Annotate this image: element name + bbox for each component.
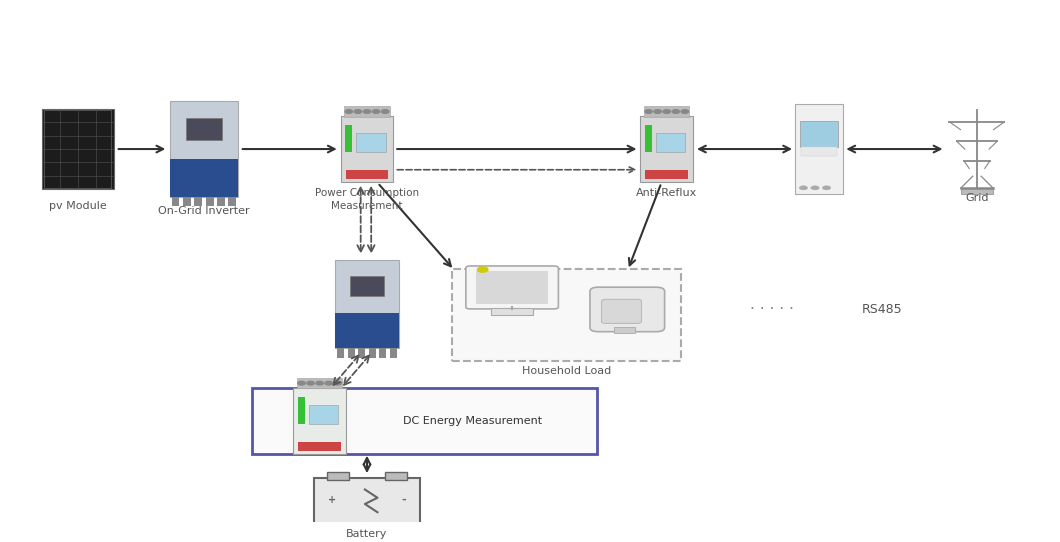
FancyBboxPatch shape bbox=[298, 397, 305, 424]
Circle shape bbox=[644, 109, 652, 113]
FancyBboxPatch shape bbox=[795, 104, 844, 194]
FancyBboxPatch shape bbox=[344, 106, 390, 117]
Text: Grid: Grid bbox=[966, 193, 989, 203]
FancyBboxPatch shape bbox=[252, 388, 597, 454]
FancyBboxPatch shape bbox=[656, 133, 686, 152]
FancyBboxPatch shape bbox=[335, 260, 399, 349]
FancyBboxPatch shape bbox=[42, 109, 113, 189]
Circle shape bbox=[298, 382, 305, 385]
FancyBboxPatch shape bbox=[390, 349, 396, 358]
Text: Household Load: Household Load bbox=[523, 366, 612, 376]
FancyBboxPatch shape bbox=[614, 326, 635, 333]
FancyBboxPatch shape bbox=[348, 349, 355, 358]
FancyBboxPatch shape bbox=[800, 121, 837, 147]
FancyBboxPatch shape bbox=[294, 388, 346, 454]
Text: DC Energy Measurement: DC Energy Measurement bbox=[403, 416, 542, 425]
Circle shape bbox=[307, 382, 314, 385]
Circle shape bbox=[799, 186, 808, 190]
Text: Anti-Reflux: Anti-Reflux bbox=[636, 188, 697, 198]
FancyBboxPatch shape bbox=[385, 473, 407, 480]
Circle shape bbox=[823, 186, 831, 190]
FancyBboxPatch shape bbox=[358, 349, 366, 358]
FancyBboxPatch shape bbox=[644, 125, 652, 152]
FancyBboxPatch shape bbox=[340, 116, 393, 182]
FancyBboxPatch shape bbox=[379, 349, 387, 358]
Text: RS485: RS485 bbox=[862, 303, 902, 316]
Circle shape bbox=[664, 109, 670, 113]
FancyBboxPatch shape bbox=[453, 269, 682, 360]
Circle shape bbox=[316, 382, 323, 385]
FancyBboxPatch shape bbox=[172, 197, 179, 206]
FancyBboxPatch shape bbox=[491, 308, 533, 314]
FancyBboxPatch shape bbox=[335, 313, 399, 349]
FancyBboxPatch shape bbox=[640, 116, 693, 182]
FancyBboxPatch shape bbox=[465, 266, 559, 309]
FancyBboxPatch shape bbox=[961, 188, 993, 194]
FancyBboxPatch shape bbox=[350, 275, 384, 296]
Text: Battery: Battery bbox=[347, 530, 388, 539]
Circle shape bbox=[364, 109, 371, 113]
Text: +: + bbox=[328, 495, 336, 505]
Text: On-Grid Inverter: On-Grid Inverter bbox=[158, 206, 250, 216]
FancyBboxPatch shape bbox=[229, 197, 236, 206]
Circle shape bbox=[363, 522, 371, 527]
FancyBboxPatch shape bbox=[217, 197, 225, 206]
FancyBboxPatch shape bbox=[801, 147, 837, 156]
FancyBboxPatch shape bbox=[314, 478, 420, 524]
FancyBboxPatch shape bbox=[344, 125, 352, 152]
FancyBboxPatch shape bbox=[170, 101, 238, 197]
Text: · · · · ·: · · · · · bbox=[749, 302, 794, 317]
FancyBboxPatch shape bbox=[183, 197, 191, 206]
Circle shape bbox=[672, 109, 679, 113]
FancyBboxPatch shape bbox=[346, 170, 388, 179]
Circle shape bbox=[346, 109, 353, 113]
FancyBboxPatch shape bbox=[644, 106, 689, 117]
FancyBboxPatch shape bbox=[369, 349, 376, 358]
Circle shape bbox=[477, 267, 488, 272]
FancyBboxPatch shape bbox=[337, 349, 344, 358]
FancyBboxPatch shape bbox=[476, 270, 548, 304]
Text: pv Module: pv Module bbox=[49, 201, 107, 211]
FancyBboxPatch shape bbox=[194, 197, 202, 206]
FancyBboxPatch shape bbox=[206, 197, 214, 206]
Circle shape bbox=[682, 109, 689, 113]
FancyBboxPatch shape bbox=[646, 170, 688, 179]
Circle shape bbox=[354, 109, 361, 113]
FancyBboxPatch shape bbox=[310, 404, 338, 424]
Circle shape bbox=[382, 109, 389, 113]
FancyBboxPatch shape bbox=[356, 133, 386, 152]
Circle shape bbox=[811, 186, 819, 190]
FancyBboxPatch shape bbox=[186, 118, 223, 140]
Text: Power Consumption
Measurement: Power Consumption Measurement bbox=[315, 188, 419, 211]
Text: -: - bbox=[402, 495, 406, 505]
FancyBboxPatch shape bbox=[601, 299, 641, 324]
FancyBboxPatch shape bbox=[297, 378, 342, 388]
FancyBboxPatch shape bbox=[590, 287, 665, 332]
Circle shape bbox=[654, 109, 661, 113]
FancyBboxPatch shape bbox=[298, 442, 341, 451]
Circle shape bbox=[325, 382, 333, 385]
FancyBboxPatch shape bbox=[328, 473, 349, 480]
FancyBboxPatch shape bbox=[170, 159, 238, 197]
Circle shape bbox=[334, 382, 341, 385]
Circle shape bbox=[372, 109, 379, 113]
